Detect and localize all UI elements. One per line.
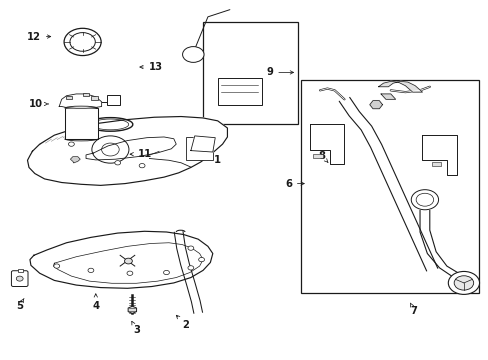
Text: 13: 13: [140, 62, 163, 72]
Bar: [431, 162, 440, 166]
Circle shape: [54, 264, 60, 268]
Bar: [185, 137, 212, 160]
Polygon shape: [27, 117, 227, 185]
Circle shape: [102, 143, 119, 156]
Circle shape: [127, 271, 133, 275]
Text: 4: 4: [92, 294, 99, 311]
Circle shape: [88, 268, 94, 273]
Circle shape: [415, 193, 433, 206]
Text: 5: 5: [16, 298, 24, 311]
Polygon shape: [369, 101, 382, 109]
Bar: [107, 95, 120, 105]
Polygon shape: [380, 94, 395, 99]
Text: 1: 1: [198, 154, 221, 165]
Text: 6: 6: [285, 179, 304, 189]
Text: 8: 8: [317, 150, 327, 162]
Text: 9: 9: [266, 67, 293, 77]
Polygon shape: [30, 231, 212, 288]
Circle shape: [198, 257, 204, 262]
Polygon shape: [217, 78, 261, 105]
Text: 3: 3: [131, 321, 140, 334]
Bar: [91, 96, 98, 100]
Bar: [18, 269, 22, 272]
Text: 10: 10: [29, 99, 48, 109]
Polygon shape: [422, 135, 456, 175]
Circle shape: [64, 28, 101, 55]
Circle shape: [70, 33, 95, 51]
Circle shape: [447, 271, 479, 294]
Circle shape: [115, 161, 121, 165]
Circle shape: [187, 266, 193, 270]
Circle shape: [410, 190, 438, 210]
Circle shape: [163, 270, 169, 275]
Bar: [203, 22, 298, 125]
Polygon shape: [378, 81, 422, 92]
Text: 11: 11: [130, 149, 151, 159]
Circle shape: [68, 142, 74, 146]
Polygon shape: [190, 136, 215, 152]
Circle shape: [187, 246, 193, 250]
Text: 2: 2: [176, 315, 189, 330]
Text: 8: 8: [429, 197, 436, 207]
Bar: [312, 154, 322, 158]
Polygon shape: [70, 157, 80, 163]
Bar: [82, 93, 89, 96]
Bar: [300, 80, 478, 293]
Bar: [65, 96, 72, 99]
Bar: [64, 108, 98, 139]
Circle shape: [453, 276, 473, 290]
Circle shape: [92, 136, 129, 163]
Circle shape: [16, 276, 23, 281]
Polygon shape: [128, 306, 136, 314]
Polygon shape: [59, 94, 102, 108]
Text: 12: 12: [27, 32, 51, 41]
Circle shape: [124, 258, 132, 264]
Text: 7: 7: [409, 303, 417, 316]
FancyBboxPatch shape: [11, 271, 28, 287]
Polygon shape: [310, 125, 344, 164]
Circle shape: [139, 163, 145, 168]
Circle shape: [182, 46, 203, 62]
